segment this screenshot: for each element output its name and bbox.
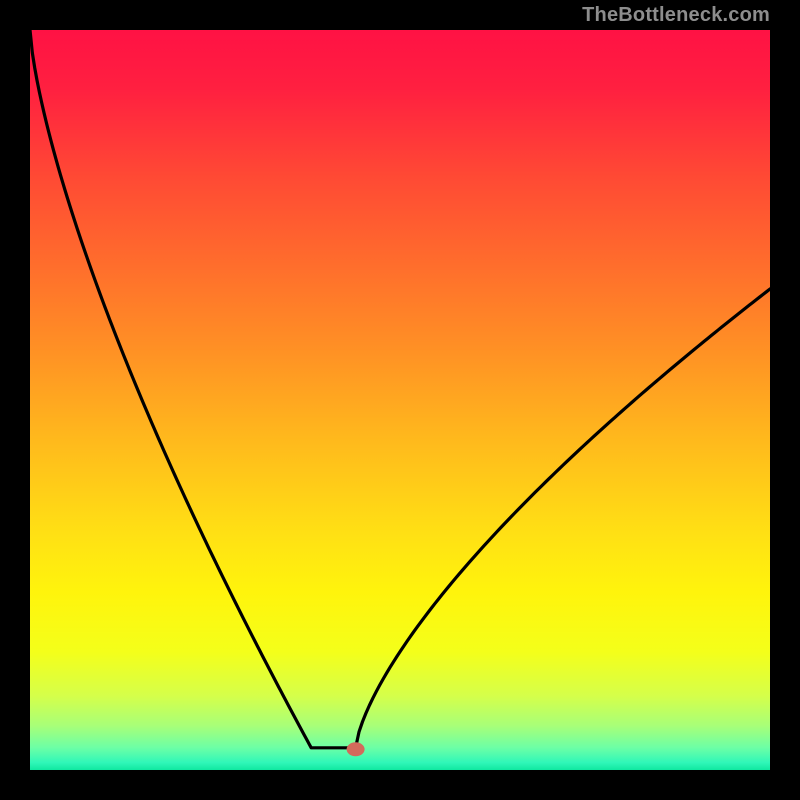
curve-layer — [30, 30, 770, 770]
plot-area — [30, 30, 770, 770]
optimal-point-marker — [347, 742, 365, 756]
bottleneck-curve — [30, 30, 770, 748]
watermark-text: TheBottleneck.com — [582, 4, 770, 27]
chart-frame: TheBottleneck.com — [0, 0, 800, 800]
